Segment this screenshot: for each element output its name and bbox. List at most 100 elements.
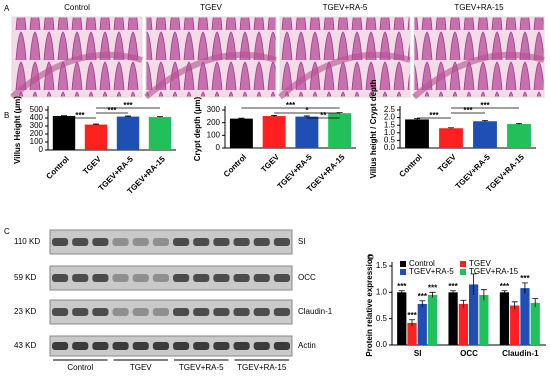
band-size: 59 KD [14,273,36,282]
band-name: OCC [298,273,316,282]
legend-swatch [460,269,466,275]
error-bar [125,115,131,118]
blot-band [112,308,129,316]
y-tick-label: 0.0 [376,340,388,349]
legend-label: TGEV+RA-5 [409,267,454,276]
histology-label: Control [64,3,90,12]
y-tick-label: 1.5 [376,261,388,270]
significance-label: *** [463,106,473,115]
bar [448,292,458,345]
blot-band [152,238,169,246]
bar [473,121,497,148]
band-name: SI [298,237,306,246]
blot-band [52,308,69,316]
histology-label: TGEV [200,3,222,12]
blot-band [233,238,250,246]
blot-band [173,238,190,246]
error-bar [460,299,467,308]
y-axis-label: Villus Height (μm) [13,96,22,164]
histology-label: TGEV+RA-5 [323,3,368,12]
blot-group: TGEV+RA-15 [237,363,287,372]
x-tick-label: Control [44,155,70,181]
significance-label: * [305,106,309,115]
bar [417,303,427,345]
significance-label: *** [397,282,407,291]
bar [116,116,140,150]
y-tick-label: 100 [30,137,44,146]
blot-band [193,274,210,282]
blot-band [72,308,89,316]
blot-band [132,274,149,282]
blot-band [233,308,250,316]
bar [52,116,76,150]
y-tick-label: 1.0 [376,287,388,296]
bar [405,119,429,148]
error-bar [429,291,436,298]
legend-swatch [400,269,406,275]
tissue-fold [412,51,545,100]
blot-band [152,342,169,350]
histology-label: TGEV+RA-15 [454,3,504,12]
y-tick-label: 500 [30,105,44,114]
significance-label: *** [480,101,490,110]
bar [262,116,286,148]
error-bar [501,290,508,294]
blot-band [193,342,210,350]
blot-band [173,342,190,350]
blot-band [52,238,69,246]
blot-band [273,342,290,350]
blot-band [92,238,109,246]
blot-band [92,308,109,316]
significance-label: *** [500,282,510,291]
x-tick-label: SI [414,349,422,358]
bar [397,292,407,345]
error-bar [532,298,539,308]
blot-band [273,238,290,246]
x-tick-label: TGEV [81,154,103,176]
x-tick-label: Claudin-1 [502,349,539,358]
blot-band [52,342,69,350]
blot-group: TGEV+RA-5 [179,363,224,372]
bar [479,294,489,345]
error-bar [470,273,477,295]
blot-strip [49,335,293,357]
bar [510,305,520,345]
y-axis-label: Crypt depth (μm) [193,96,202,161]
blot-band [273,308,290,316]
y-tick-label: 0 [216,143,221,152]
y-tick-label: 0.5 [376,314,388,323]
bar [458,303,468,345]
band-name: Actin [298,341,316,350]
error-bar [61,115,67,117]
error-bar [398,290,405,294]
significance-label: *** [75,111,85,120]
error-bar [303,115,310,118]
error-bar [450,290,457,294]
blot-band [253,238,270,246]
blot-band [213,238,230,246]
legend-label: Control [409,259,435,268]
band-size: 43 KD [14,341,36,350]
panel-label: A [4,4,10,13]
y-tick-label: 400 [30,113,44,122]
blot-band [233,274,250,282]
y-tick-label: 2.0 [384,113,396,122]
tissue-fold [144,51,277,100]
bar [328,113,352,148]
y-tick-label: 1.0 [384,128,396,137]
band-size: 23 KD [14,307,36,316]
error-bar [516,123,522,125]
blot-strip [49,299,293,325]
bar [229,118,253,148]
significance-label: *** [428,283,438,292]
error-bar [93,123,99,126]
blot-band [253,274,270,282]
significance-label: *** [407,311,417,320]
bar [439,128,463,148]
y-axis-label: Villus height / Crypt depth [369,79,378,178]
bar [530,302,540,345]
legend-label: TGEV+RA-15 [469,267,519,276]
error-bar [511,301,518,310]
error-bar [448,127,454,129]
